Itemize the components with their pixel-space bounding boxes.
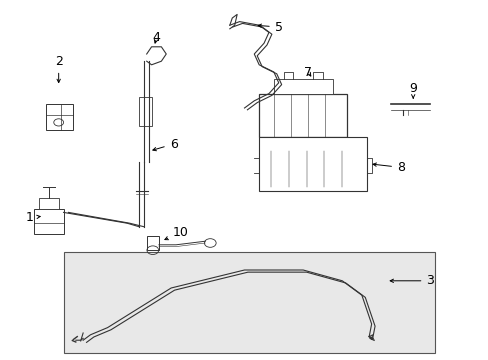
Bar xyxy=(34,209,63,234)
Bar xyxy=(139,97,151,126)
Text: 3: 3 xyxy=(389,274,433,287)
Bar xyxy=(273,79,332,94)
Bar xyxy=(39,198,59,209)
Text: 6: 6 xyxy=(153,138,177,151)
Text: 8: 8 xyxy=(372,161,404,174)
Text: 4: 4 xyxy=(152,31,160,44)
Text: 2: 2 xyxy=(55,55,62,82)
Text: 10: 10 xyxy=(164,226,188,240)
Text: 5: 5 xyxy=(258,21,282,33)
Bar xyxy=(146,236,159,250)
Bar xyxy=(63,252,434,353)
Text: 1: 1 xyxy=(25,211,40,224)
Bar xyxy=(46,104,73,130)
Bar xyxy=(259,94,346,137)
Bar xyxy=(259,137,366,191)
Text: 7: 7 xyxy=(304,66,311,78)
Text: 9: 9 xyxy=(408,82,416,98)
